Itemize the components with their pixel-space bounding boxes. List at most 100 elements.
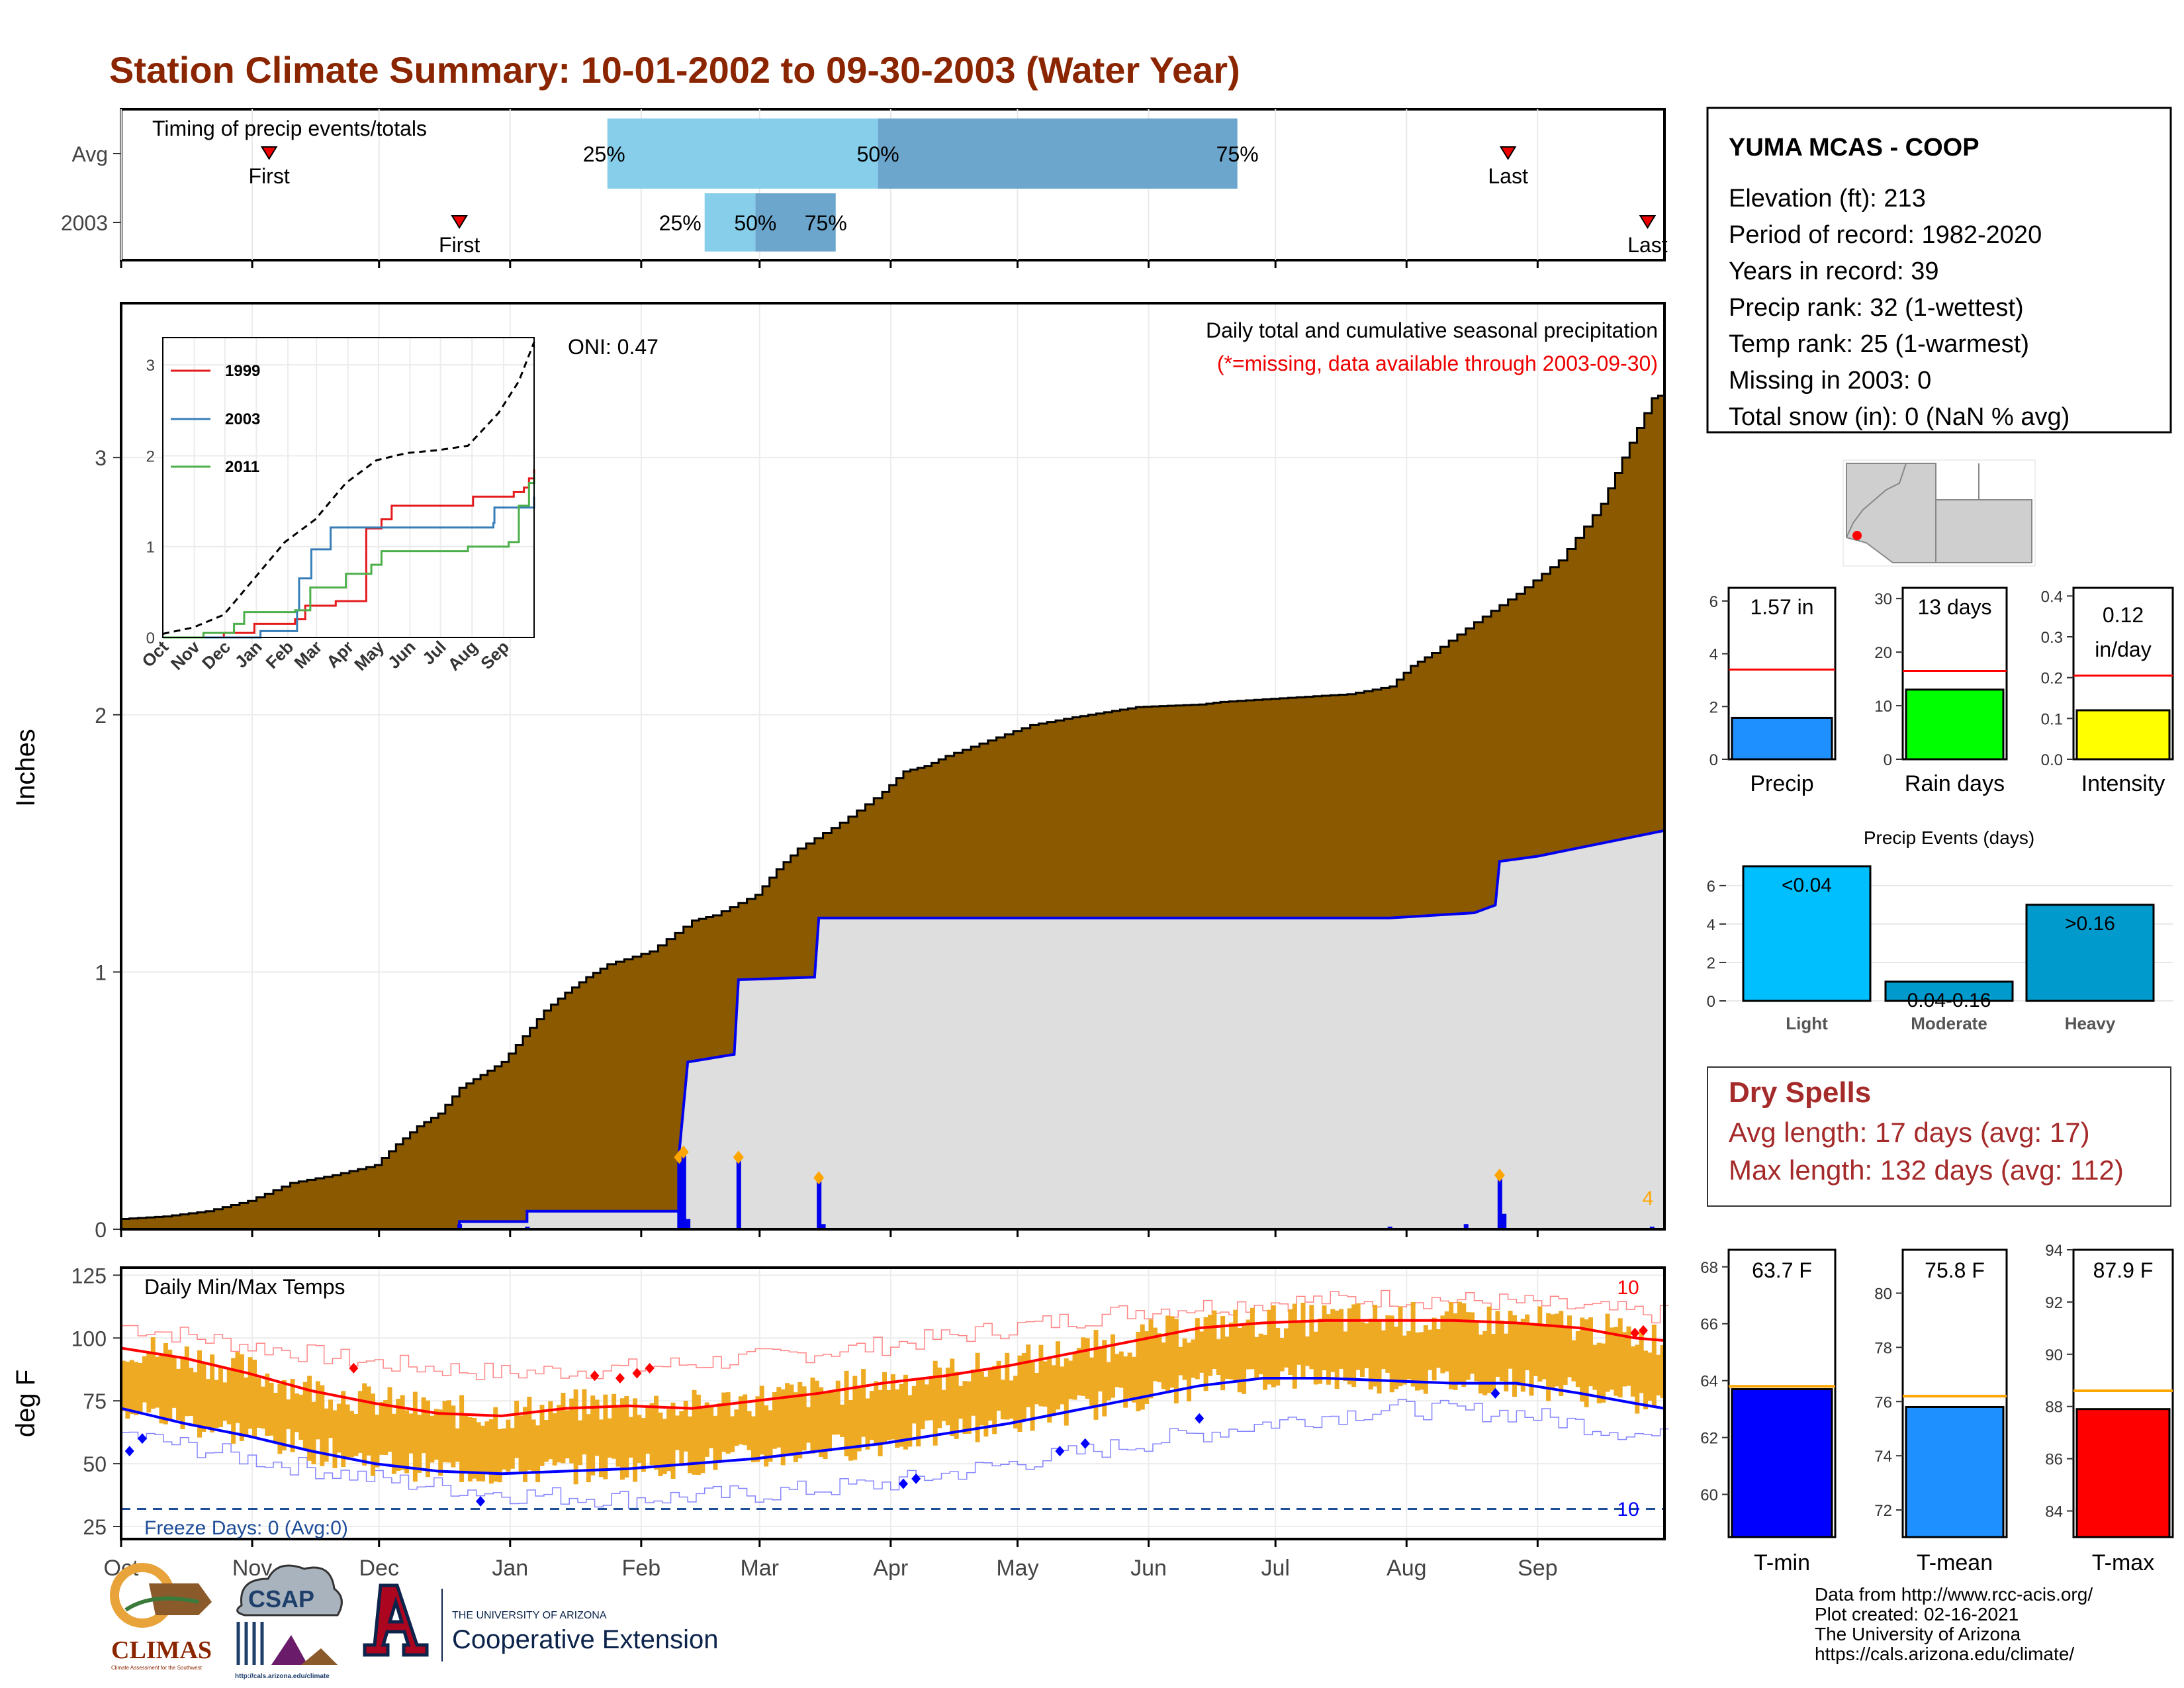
daily-temp-bar [776, 1387, 782, 1448]
summary-bar-ytick-label: 20 [1874, 644, 1892, 662]
precip-frame [120, 302, 1666, 1231]
daily-temp-bar [1013, 1376, 1019, 1429]
climas-logo-text: CLIMAS [111, 1636, 212, 1664]
daily-temp-bar [1423, 1325, 1428, 1394]
daily-temp-bar [1508, 1311, 1513, 1369]
daily-temp-bar [231, 1358, 236, 1444]
inset-ytick-label: 2 [146, 447, 155, 465]
ua-big-text: Cooperative Extension [452, 1625, 718, 1654]
daily-temp-bar [396, 1399, 401, 1471]
timing-row-label: 2003 [61, 211, 108, 235]
temp-bar-ytick-label: 80 [1874, 1286, 1892, 1303]
daily-temp-bar [1199, 1331, 1205, 1373]
daily-temp-bar [260, 1386, 265, 1429]
page-title: Station Climate Summary: 10-01-2002 to 0… [109, 49, 1240, 91]
station-location-marker [1852, 531, 1862, 540]
temp-bar-ytick-label: 94 [2045, 1242, 2063, 1260]
daily-temp-bar [916, 1379, 921, 1447]
daily-temp-bar [1415, 1332, 1420, 1391]
daily-temp-bar [1651, 1325, 1657, 1407]
daily-temp-bar [1161, 1342, 1166, 1389]
daily-temp-bar [1410, 1301, 1416, 1387]
daily-temp-bar [1169, 1316, 1175, 1388]
timing-pct-75: 75% [1216, 142, 1259, 166]
daily-temp-bar [674, 1415, 680, 1450]
temp-ytick-label: 100 [71, 1327, 107, 1350]
daily-temp-bar [971, 1369, 976, 1416]
daily-temp-bar [966, 1381, 972, 1434]
precip-events-chart: Precip Events (days) 0 2 4 6 <0.04 Light 0.04-0… [1707, 827, 2173, 1033]
record-high-marker [1639, 1325, 1649, 1336]
daily-temp-bar [252, 1360, 257, 1438]
record-low-marker [476, 1496, 486, 1507]
daily-temp-bar [1009, 1380, 1014, 1419]
record-low-marker [137, 1433, 147, 1444]
daily-temp-bar [764, 1405, 769, 1467]
daily-temp-bar [1470, 1312, 1475, 1374]
daily-temp-bar [142, 1356, 147, 1403]
daily-temp-bar [1550, 1314, 1555, 1390]
events-ytick-label: 0 [1707, 993, 1715, 1011]
timing-bar-25-50 [704, 193, 756, 252]
daily-temp-bar [983, 1376, 989, 1437]
daily-temp-bar [645, 1407, 651, 1454]
daily-temp-bar [598, 1419, 604, 1477]
daily-temp-bar [1432, 1317, 1437, 1381]
footer-line: The University of Arizona [1815, 1624, 2021, 1644]
daily-temp-bar [1334, 1310, 1340, 1389]
daily-temp-bar [1504, 1333, 1509, 1391]
daily-temp-bar [797, 1382, 803, 1459]
daily-temp-bar [1584, 1319, 1589, 1407]
daily-temp-bar [1076, 1348, 1081, 1396]
month-label: Dec [359, 1556, 398, 1581]
temp-bar-ytick-label: 62 [1700, 1430, 1718, 1448]
daily-temp-bar [1614, 1327, 1619, 1396]
daily-temp-bar [1118, 1351, 1124, 1388]
station-info-line: Missing in 2003: 0 [1729, 367, 1931, 395]
daily-temp-bar [1123, 1356, 1128, 1408]
temp-bar-value-label: 63.7 F [1752, 1258, 1812, 1282]
daily-temp-bar [1533, 1323, 1538, 1376]
daily-temp-bar [222, 1382, 228, 1421]
temp-bar-label: T-min [1754, 1550, 1810, 1575]
heavy-event-marker [678, 1145, 689, 1159]
inset-ytick-label: 1 [146, 539, 155, 557]
daily-temp-bar [1428, 1329, 1433, 1370]
temp-bar-value [1731, 1388, 1833, 1538]
daily-temp-bar [683, 1401, 688, 1452]
timing-bar-50-75 [755, 193, 836, 252]
daily-temp-bar [150, 1337, 156, 1409]
precip-ytick-label: 2 [95, 704, 107, 727]
inset-frame-top [162, 337, 535, 638]
daily-temp-bar [1499, 1320, 1504, 1382]
daily-temp-bar [992, 1366, 997, 1434]
daily-temp-bar [692, 1389, 697, 1475]
daily-temp-bar [823, 1393, 828, 1460]
daily-temp-bar [704, 1402, 709, 1457]
record-low-marker [898, 1478, 908, 1489]
summary-bar-value-label: 0.12 [2103, 603, 2144, 627]
daily-temp-bar [1051, 1365, 1056, 1416]
daily-temp-bar [379, 1402, 384, 1455]
daily-temp-bar [607, 1418, 612, 1458]
daily-temp-bar [1605, 1313, 1610, 1392]
daily-temp-bar [1279, 1338, 1285, 1372]
daily-temp-bar [1072, 1352, 1077, 1400]
daily-temp-bar [1554, 1313, 1559, 1387]
daily-temp-bar [649, 1403, 655, 1466]
daily-temp-bar [878, 1389, 883, 1456]
precip-event-category: Heavy [2065, 1013, 2116, 1033]
month-label: Feb [622, 1556, 661, 1581]
last-event-label: Last [1488, 164, 1528, 188]
daily-temp-bar [1359, 1322, 1365, 1378]
daily-temp-bar [1220, 1316, 1226, 1391]
temp-frame [120, 1266, 1666, 1540]
daily-temp-bar [463, 1413, 469, 1473]
month-label: Jun [1130, 1556, 1167, 1581]
daily-temp-bar [641, 1418, 646, 1472]
station-info-line: Precip rank: 32 (1-wettest) [1729, 294, 2024, 322]
precip-event-value-label: 0.04-0.16 [1907, 990, 1991, 1011]
daily-temp-bar [455, 1428, 460, 1462]
daily-temp-bar [311, 1401, 316, 1465]
daily-temp-bar [302, 1382, 308, 1451]
